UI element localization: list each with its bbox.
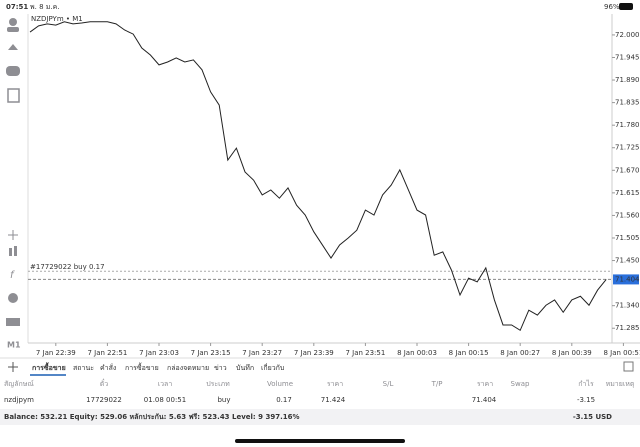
tab[interactable]: คำสั่ง — [100, 363, 116, 372]
column-header: เวลา — [158, 380, 173, 388]
column-header: Swap — [511, 380, 530, 388]
column-header: Volume — [267, 380, 293, 388]
column-header: T/P — [431, 380, 443, 388]
table-cell: 71.424 — [321, 396, 346, 404]
home-indicator — [235, 439, 405, 443]
column-header: ราคา — [327, 380, 343, 388]
column-header: สัญลักษณ์ — [4, 380, 34, 388]
x-tick-label: 7 Jan 23:15 — [191, 349, 231, 357]
account-icon[interactable] — [9, 18, 17, 26]
table-cell: 71.404 — [472, 396, 497, 404]
chart: 72.000 71.945 71.890 71.835 71.780 71.725 71.6… — [28, 21, 640, 357]
x-tick-label: 7 Jan 23:39 — [294, 349, 334, 357]
templates-icon[interactable] — [6, 318, 20, 326]
price-line-series — [29, 21, 607, 332]
status-date: พ. 8 ม.ค. — [30, 3, 60, 11]
tab[interactable]: ข่าว — [214, 364, 227, 372]
x-tick-label: 8 Jan 00:27 — [500, 349, 540, 357]
price-tag-label: 71.404 — [615, 275, 640, 283]
column-header: ราคา — [477, 380, 493, 388]
column-header: S/L — [383, 380, 394, 388]
table-cell: nzdjpym — [4, 396, 34, 404]
x-tick-label: 8 Jan 00:15 — [449, 349, 489, 357]
x-tick-label: 7 Jan 22:51 — [87, 349, 127, 357]
tabs: การซื้อขาย สถานะ คำสั่ง การซื้อขาย กล่องจดหม… — [30, 361, 284, 376]
column-header: ตั๋ว — [100, 379, 109, 388]
table-cell: buy — [217, 396, 230, 404]
y-tick-label: 71.890 — [615, 76, 640, 84]
tab[interactable]: กล่องจดหมาย — [167, 364, 209, 372]
timeframe-button[interactable]: M1 — [7, 341, 21, 350]
add-button[interactable] — [8, 362, 18, 372]
layout-button[interactable] — [623, 361, 634, 372]
table-cell: 0.17 — [276, 396, 292, 404]
candles-icon[interactable] — [9, 248, 12, 256]
footer-profit: -3.15 USD — [573, 413, 612, 421]
table-cell: 01.08 00:51 — [144, 396, 186, 404]
crosshair-icon[interactable] — [8, 230, 18, 240]
x-tick-label: 7 Jan 23:51 — [345, 349, 385, 357]
y-tick-label: 71.505 — [615, 234, 640, 242]
table-cell: 17729022 — [86, 396, 122, 404]
footer-bar — [0, 409, 640, 425]
x-tick-label: 8 Jan 00:39 — [552, 349, 592, 357]
footer-summary: Balance: 532.21 Equity: 529.06 หลักประกั… — [4, 413, 299, 421]
y-tick-label: 71.835 — [615, 99, 640, 107]
new-icon[interactable] — [7, 88, 20, 103]
y-tick-label: 71.450 — [615, 257, 640, 265]
y-tick-label: 71.285 — [615, 324, 640, 332]
x-tick-label: 8 Jan 00:51 — [603, 349, 640, 357]
table-cell: -3.15 — [577, 396, 595, 404]
status-battery: 96% — [604, 3, 620, 11]
candles-icon-2 — [14, 246, 17, 256]
tab[interactable]: การซื้อขาย — [32, 361, 66, 372]
order-line-label: #17729022 buy 0.17 — [30, 263, 105, 271]
y-tick-label: 71.615 — [615, 189, 640, 197]
column-header: หมายเหตุ — [606, 380, 635, 388]
y-tick-label: 71.780 — [615, 121, 640, 129]
battery-icon — [619, 3, 633, 10]
y-tick-label: 71.670 — [615, 166, 640, 174]
account-icon-body — [7, 27, 19, 32]
y-tick-label: 72.000 — [615, 31, 640, 39]
y-tick-label: 71.340 — [615, 302, 640, 310]
y-tick-label: 71.725 — [615, 144, 640, 152]
x-tick-label: 7 Jan 23:03 — [139, 349, 179, 357]
tab[interactable]: บันทึก — [236, 363, 254, 372]
chat-icon[interactable] — [6, 66, 20, 76]
y-tick-label: 71.945 — [615, 53, 640, 61]
left-toolbar: f M1 — [6, 18, 21, 350]
objects-icon[interactable] — [8, 293, 18, 303]
tab[interactable]: เกี่ยวกับ — [261, 363, 284, 372]
x-tick-label: 7 Jan 22:39 — [36, 349, 76, 357]
price-tag — [613, 274, 639, 285]
column-header: ประเภท — [206, 380, 230, 388]
chart-title: NZDJPYm • M1 — [31, 15, 83, 23]
table: สัญลักษณ์ ตั๋ว เวลา ประเภท Volume ราคา S/L T/P ร… — [4, 379, 635, 404]
x-tick-label: 8 Jan 00:03 — [397, 349, 437, 357]
x-tick-label: 7 Jan 23:27 — [242, 349, 282, 357]
trade-icon[interactable] — [8, 44, 18, 54]
y-tick-label: 71.560 — [615, 211, 640, 219]
tab[interactable]: การซื้อขาย — [125, 361, 159, 372]
tab[interactable]: สถานะ — [73, 364, 94, 372]
status-time: 07:51 — [6, 3, 28, 11]
column-header: กำไร — [578, 379, 594, 388]
indicator-icon[interactable]: f — [10, 270, 15, 281]
